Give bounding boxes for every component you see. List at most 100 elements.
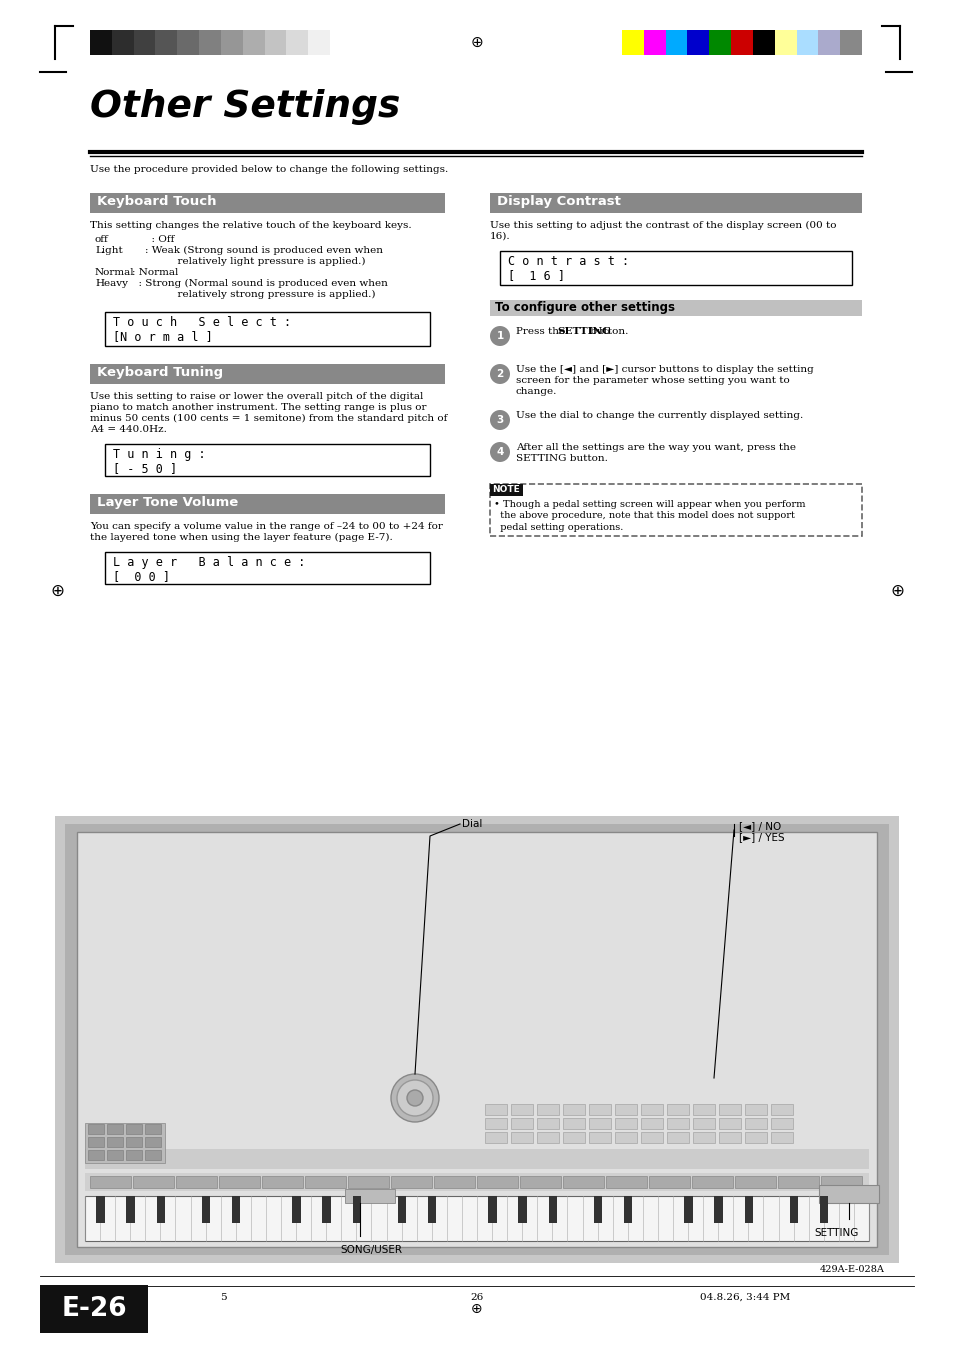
Bar xyxy=(621,30,643,55)
Bar xyxy=(55,816,898,1263)
Bar xyxy=(397,1196,406,1223)
Circle shape xyxy=(407,1090,422,1106)
Bar xyxy=(145,1124,161,1133)
Bar xyxy=(730,30,752,55)
Bar xyxy=(177,30,199,55)
Bar xyxy=(640,1119,662,1129)
Bar xyxy=(242,30,264,55)
Bar xyxy=(692,1119,714,1129)
Bar xyxy=(562,1119,584,1129)
Text: relatively strong pressure is applied.): relatively strong pressure is applied.) xyxy=(132,290,375,299)
Bar xyxy=(484,1119,506,1129)
Bar xyxy=(107,1124,123,1133)
Bar xyxy=(107,1150,123,1161)
Bar xyxy=(708,30,730,55)
Bar xyxy=(305,1175,346,1188)
Text: Use the dial to change the currently displayed setting.: Use the dial to change the currently dis… xyxy=(516,411,802,420)
Bar xyxy=(107,1138,123,1147)
Text: SETTING button.: SETTING button. xyxy=(516,454,607,463)
Text: Dial: Dial xyxy=(461,819,482,830)
Text: L a y e r   B a l a n c e :: L a y e r B a l a n c e : xyxy=(112,557,305,569)
Text: Use the procedure provided below to change the following settings.: Use the procedure provided below to chan… xyxy=(90,165,448,174)
Bar xyxy=(548,1196,557,1223)
Text: SONG/USER: SONG/USER xyxy=(339,1246,401,1255)
Text: 4: 4 xyxy=(496,447,503,457)
Circle shape xyxy=(490,326,510,346)
Text: C o n t r a s t :: C o n t r a s t : xyxy=(507,255,628,267)
Bar xyxy=(537,1104,558,1115)
Circle shape xyxy=(490,409,510,430)
Text: [◄] / NO: [◄] / NO xyxy=(739,821,781,831)
Text: 1: 1 xyxy=(496,331,503,340)
Bar xyxy=(85,1123,165,1163)
Circle shape xyxy=(391,1074,438,1121)
Text: [►] / YES: [►] / YES xyxy=(739,832,783,842)
Bar xyxy=(818,1185,878,1202)
Bar xyxy=(789,1196,798,1223)
Text: Light: Light xyxy=(95,246,123,255)
Text: After all the settings are the way you want, press the: After all the settings are the way you w… xyxy=(516,443,795,453)
Bar xyxy=(90,1175,131,1188)
Bar xyxy=(175,1175,216,1188)
Bar xyxy=(605,1175,646,1188)
Text: change.: change. xyxy=(516,386,557,396)
Bar xyxy=(90,494,444,513)
Text: T u n i n g :: T u n i n g : xyxy=(112,449,206,461)
Text: ⊕: ⊕ xyxy=(471,1302,482,1316)
Text: [ - 5 0 ]: [ - 5 0 ] xyxy=(112,462,177,476)
Bar xyxy=(476,1175,517,1188)
Bar xyxy=(85,1173,868,1192)
Bar xyxy=(517,1196,526,1223)
Bar xyxy=(322,1196,331,1223)
Bar xyxy=(640,1104,662,1115)
Text: Normal: Normal xyxy=(95,267,134,277)
Text: SETTING: SETTING xyxy=(813,1228,858,1238)
Circle shape xyxy=(490,363,510,384)
Bar xyxy=(112,30,133,55)
Bar xyxy=(490,484,862,536)
Bar xyxy=(484,1104,506,1115)
Text: : Strong (Normal sound is produced even when: : Strong (Normal sound is produced even … xyxy=(132,280,388,288)
Bar xyxy=(353,1196,360,1223)
Bar xyxy=(615,1104,637,1115)
Bar xyxy=(719,1119,740,1129)
Text: ⊕: ⊕ xyxy=(889,582,903,600)
Text: SETTING: SETTING xyxy=(557,327,611,336)
Bar xyxy=(488,1196,497,1223)
Bar xyxy=(770,1132,792,1143)
Text: You can specify a volume value in the range of –24 to 00 to +24 for: You can specify a volume value in the ra… xyxy=(90,521,442,531)
Bar xyxy=(537,1119,558,1129)
Text: Keyboard Touch: Keyboard Touch xyxy=(97,195,216,208)
Bar xyxy=(90,363,444,384)
Text: 2: 2 xyxy=(496,369,503,380)
Bar xyxy=(105,444,430,476)
Bar xyxy=(744,1196,752,1223)
Bar xyxy=(752,30,774,55)
Bar xyxy=(511,1132,533,1143)
Text: 26: 26 xyxy=(470,1293,483,1302)
Text: piano to match another instrument. The setting range is plus or: piano to match another instrument. The s… xyxy=(90,403,426,412)
Bar xyxy=(232,1196,240,1223)
Text: 5: 5 xyxy=(220,1293,227,1302)
Text: ⊕: ⊕ xyxy=(470,35,483,50)
Text: 16).: 16). xyxy=(490,232,510,240)
Bar xyxy=(683,1196,692,1223)
Bar xyxy=(770,1119,792,1129)
Text: relatively light pressure is applied.): relatively light pressure is applied.) xyxy=(132,257,365,266)
Bar xyxy=(640,1132,662,1143)
Circle shape xyxy=(396,1079,433,1116)
Bar xyxy=(588,1119,610,1129)
Bar xyxy=(490,484,522,496)
Bar xyxy=(588,1132,610,1143)
Text: : Weak (Strong sound is produced even when: : Weak (Strong sound is produced even wh… xyxy=(132,246,382,255)
Bar xyxy=(156,1196,165,1223)
Bar xyxy=(484,1132,506,1143)
Bar xyxy=(145,1138,161,1147)
Text: [  0 0 ]: [ 0 0 ] xyxy=(112,570,170,584)
Bar xyxy=(511,1104,533,1115)
Bar xyxy=(348,1175,389,1188)
Bar xyxy=(511,1119,533,1129)
Bar xyxy=(744,1119,766,1129)
Text: 3: 3 xyxy=(496,415,503,426)
Text: minus 50 cents (100 cents = 1 semitone) from the standard pitch of: minus 50 cents (100 cents = 1 semitone) … xyxy=(90,413,447,423)
